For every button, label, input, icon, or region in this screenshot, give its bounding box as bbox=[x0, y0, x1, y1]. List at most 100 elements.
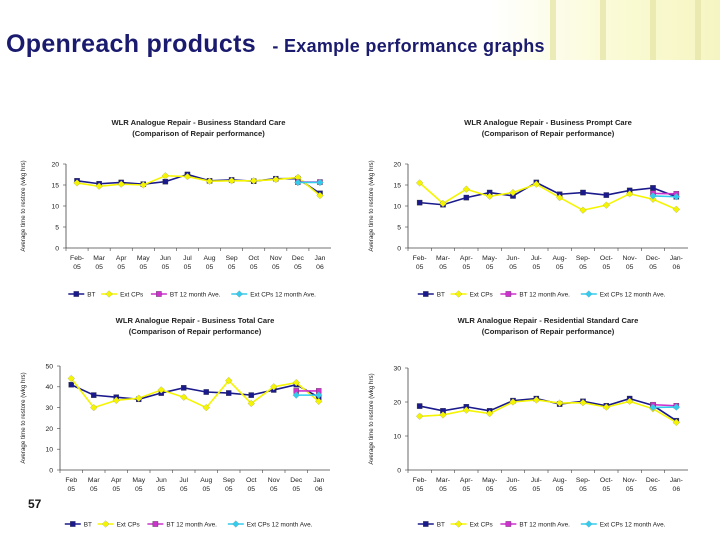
data-point bbox=[73, 179, 81, 187]
data-point bbox=[416, 412, 424, 420]
x-tick-label: Mar- bbox=[436, 255, 450, 262]
data-point bbox=[649, 403, 657, 412]
data-point bbox=[135, 394, 143, 402]
legend-item: BT 12 month Ave. bbox=[147, 521, 217, 529]
x-tick-label: Dec- bbox=[646, 255, 660, 262]
x-tick-label: Nov bbox=[268, 477, 281, 484]
data-point bbox=[463, 194, 470, 201]
legend-swatch-marker bbox=[454, 290, 463, 298]
x-tick-label: Sep bbox=[223, 477, 235, 484]
legend-item: Ext CPs 12 month Ave. bbox=[227, 520, 313, 529]
legend-item: BT bbox=[68, 291, 96, 299]
y-tick-label: 0 bbox=[397, 245, 401, 252]
data-point bbox=[157, 386, 165, 394]
data-point bbox=[225, 376, 233, 385]
data-point bbox=[292, 391, 300, 399]
x-tick-label: Aug bbox=[203, 255, 215, 262]
series-line bbox=[70, 383, 320, 401]
x-tick-label: May bbox=[132, 477, 145, 484]
data-point bbox=[205, 177, 214, 185]
x-tick-label: Sep- bbox=[576, 255, 590, 262]
data-point bbox=[68, 381, 75, 388]
x-tick-label: 05 bbox=[140, 264, 148, 271]
series-line bbox=[76, 173, 321, 195]
data-point bbox=[139, 181, 147, 189]
series-ext-cps bbox=[73, 172, 324, 200]
series-bt bbox=[74, 171, 323, 197]
data-point bbox=[672, 205, 680, 213]
data-point bbox=[580, 189, 586, 196]
data-point bbox=[162, 178, 169, 185]
x-tick-label: Sep- bbox=[576, 477, 590, 484]
data-point bbox=[650, 185, 656, 191]
x-tick-label: Oct bbox=[246, 477, 257, 484]
x-tick-label: 05 bbox=[486, 486, 494, 493]
data-point bbox=[95, 182, 103, 190]
data-point bbox=[672, 418, 680, 427]
legend-swatch-marker bbox=[101, 520, 110, 528]
series-line bbox=[70, 377, 320, 409]
data-point bbox=[462, 185, 470, 193]
y-tick-label: 10 bbox=[45, 447, 53, 454]
data-point bbox=[532, 180, 540, 188]
legend-label: Ext CPs bbox=[117, 522, 140, 529]
data-point bbox=[117, 180, 125, 188]
data-point bbox=[316, 191, 324, 200]
x-tick-label: Apr- bbox=[460, 255, 473, 262]
data-point bbox=[486, 192, 494, 200]
legend-item: Ext CPs bbox=[97, 520, 140, 529]
data-point bbox=[672, 193, 680, 201]
series-ext-cps-12-month-ave bbox=[649, 403, 680, 412]
data-point bbox=[228, 177, 236, 185]
x-tick-label: 05 bbox=[225, 486, 233, 493]
x-tick-label: Mar bbox=[93, 255, 105, 262]
data-point bbox=[270, 383, 278, 391]
data-point bbox=[556, 399, 564, 407]
x-tick-label: Nov- bbox=[622, 255, 636, 262]
slide-title: Openreach products bbox=[6, 30, 256, 58]
legend-swatch-marker bbox=[454, 520, 463, 528]
x-tick-label: 05 bbox=[626, 264, 634, 271]
data-point bbox=[294, 178, 302, 187]
x-tick-label: Jun bbox=[156, 477, 167, 484]
y-tick-label: 5 bbox=[397, 224, 401, 231]
x-tick-label: Feb- bbox=[70, 255, 84, 262]
series-ext-cps bbox=[416, 179, 680, 214]
series-ext-cps bbox=[67, 374, 323, 412]
x-tick-label: Jun- bbox=[506, 255, 519, 262]
x-tick-label: 06 bbox=[673, 486, 681, 493]
x-tick-label: 05 bbox=[184, 264, 192, 271]
y-axis-label: Average time to restore (wkg hrs) bbox=[20, 160, 27, 251]
legend: BT Ext CPs BT 12 month Ave. Ext CPs 12 mont… bbox=[68, 290, 316, 299]
data-point bbox=[67, 374, 75, 383]
x-tick-label: 05 bbox=[73, 264, 81, 271]
data-point bbox=[247, 399, 255, 408]
legend: BT Ext CPs BT 12 month Ave. Ext CPs 12 mont… bbox=[64, 520, 313, 529]
y-tick-label: 20 bbox=[393, 399, 401, 406]
x-tick-label: 05 bbox=[416, 486, 424, 493]
x-tick-label: 05 bbox=[649, 486, 657, 493]
legend-item: BT 12 month Ave. bbox=[150, 291, 221, 299]
legend-item: Ext CPs 12 month Ave. bbox=[580, 520, 666, 529]
x-tick-label: 05 bbox=[180, 486, 188, 493]
x-tick-label: Jul bbox=[183, 255, 192, 262]
data-point bbox=[626, 190, 634, 198]
x-tick-label: 05 bbox=[603, 264, 611, 271]
x-tick-label: 05 bbox=[272, 264, 280, 271]
y-tick-label: 0 bbox=[55, 245, 59, 252]
legend-swatch-marker bbox=[232, 520, 240, 528]
legend-item: BT bbox=[417, 521, 445, 529]
x-tick-label: Jan- bbox=[670, 255, 683, 262]
x-tick-label: 05 bbox=[206, 264, 214, 271]
x-tick-label: 05 bbox=[463, 486, 471, 493]
y-tick-label: 30 bbox=[393, 365, 401, 372]
x-tick-label: 05 bbox=[202, 486, 210, 493]
data-point bbox=[112, 396, 120, 404]
data-point bbox=[90, 403, 98, 412]
x-tick-label: Apr bbox=[116, 255, 127, 262]
y-tick-label: 50 bbox=[45, 363, 53, 370]
data-point bbox=[180, 393, 188, 401]
x-tick-label: Sep bbox=[226, 255, 238, 262]
x-tick-label: 06 bbox=[315, 486, 323, 493]
x-tick-label: 05 bbox=[292, 486, 300, 493]
